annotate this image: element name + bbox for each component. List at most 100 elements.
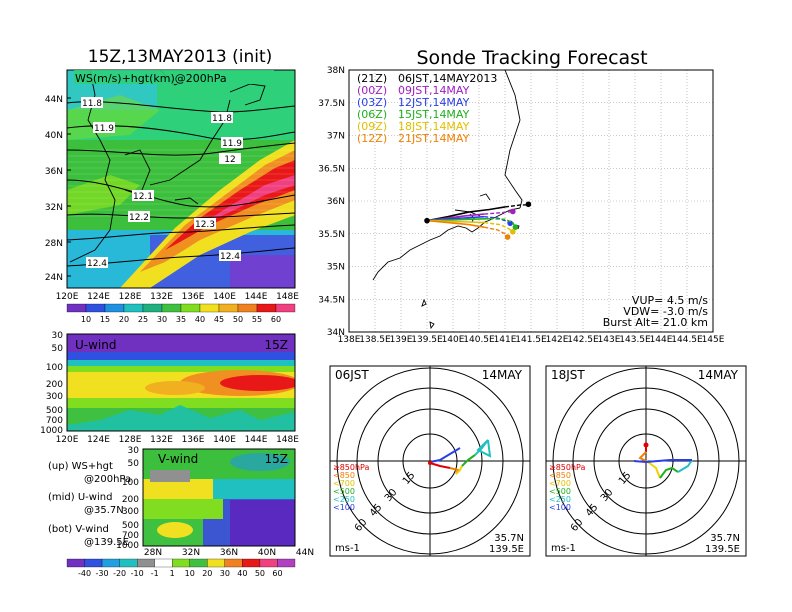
map-title: 15Z,13MAY2013 (init) xyxy=(88,47,273,67)
map-lon-tick: 132E xyxy=(150,292,173,302)
contour-label-text: 12.4 xyxy=(220,252,240,262)
uwind-p-tick: 1000 xyxy=(40,426,63,436)
contour-label-text: 12.3 xyxy=(195,220,215,230)
info-vup: VUP= 4.5 m/s xyxy=(632,294,708,307)
uwind-p-tick: 200 xyxy=(46,380,63,390)
hodograph-left: 06JST 14MAY 15 30 45 60 ≥850hPa <850 <70… xyxy=(329,365,531,557)
hodo-left-level-5: <100 xyxy=(333,503,355,512)
note-3b: @139.5E xyxy=(84,537,129,548)
contour-label: 12.1 xyxy=(132,190,154,202)
track-lat-ticks: 38N 37.5N 37N 36.5N 36N 35.5N 35N 34.5N 34N xyxy=(318,66,345,338)
contour-label-text: 12.4 xyxy=(87,259,107,269)
hodo-left-lon: 139.5E xyxy=(489,544,524,555)
map-lat-tick: 28N xyxy=(45,239,63,249)
track-lon-tick: 142.5E xyxy=(567,335,599,345)
vwind-colorbar-swatch xyxy=(172,558,190,568)
vwind-colorbar-tick: 1 xyxy=(170,569,175,578)
hodo-left-level-0: ≥850hPa xyxy=(333,463,370,472)
legend-jst: 12JST,14MAY xyxy=(398,96,470,109)
ws-colorbar-swatch xyxy=(104,303,125,313)
contour-label: 11.9 xyxy=(221,137,243,149)
uwind-p-tick: 500 xyxy=(46,406,63,416)
track-landing-point xyxy=(507,220,513,227)
map-lat-tick: 36N xyxy=(45,167,63,177)
hodo-right-level-5: <100 xyxy=(549,503,571,512)
contour-label-text: 12 xyxy=(224,155,235,165)
track-lat-tick: 37N xyxy=(327,132,345,142)
hodo-left-level-3: <500 xyxy=(333,487,355,496)
uwind-p-tick: 100 xyxy=(46,363,63,373)
uwind-label: U-wind xyxy=(75,338,116,352)
map-label: WS(m/s)+hgt(km)@200hPa xyxy=(75,72,227,85)
ws-colorbar-tick: 50 xyxy=(233,315,243,324)
legend-jst: 06JST,14MAY2013 xyxy=(398,72,497,85)
vwind-colorbar-tick: 40 xyxy=(237,569,247,578)
ws-colorbar-swatch xyxy=(123,303,144,313)
vwind-p-tick: 30 xyxy=(128,446,140,456)
map-lat-tick: 44N xyxy=(45,95,63,105)
ws-colorbar-tick: 25 xyxy=(138,315,148,324)
track-lat-tick: 35N xyxy=(327,263,345,273)
uwind-lon-tick: 140E xyxy=(213,435,236,445)
ws-colorbar-tick: 35 xyxy=(176,315,186,324)
track-series-ascent xyxy=(426,206,506,222)
vwind-lat-tick: 28N xyxy=(144,548,162,558)
panel-notes: (up) WS+hgt @200hPa (mid) U-wind @35.7N … xyxy=(48,461,131,548)
vwind-colorbar-tick: -1 xyxy=(151,569,159,578)
legend-jst: 09JST,14MAY xyxy=(398,84,470,97)
track-legend: (21Z) 06JST,14MAY2013 (00Z) 09JST,14MAY (03Z… xyxy=(357,72,497,145)
note-1b: @200hPa xyxy=(84,474,131,485)
contour-label: 12.2 xyxy=(128,211,150,223)
ws-colorbar-tick: 20 xyxy=(119,315,129,324)
uwind-lon-tick: 144E xyxy=(245,435,268,445)
hodograph-right-trace xyxy=(633,445,693,479)
track-lon-tick: 141E xyxy=(494,335,517,345)
legend-utc: (00Z) xyxy=(357,84,387,97)
track-lat-tick: 34N xyxy=(327,328,345,338)
hodo-right-level-1: <850 xyxy=(549,471,571,480)
uwind-p-tick: 50 xyxy=(52,344,64,354)
track-lon-tick: 143E xyxy=(598,335,621,345)
hodo-left-unit: ms-1 xyxy=(335,543,360,554)
ws-colorbar-tick: 10 xyxy=(81,315,91,324)
track-lon-tick: 139E xyxy=(390,335,413,345)
hodo-right-lat: 35.7N xyxy=(710,533,740,544)
map-lon-tick: 124E xyxy=(87,292,110,302)
track-landing-point xyxy=(512,224,519,230)
legend-utc: (06Z) xyxy=(357,108,387,121)
vwind-colorbar-tick: 60 xyxy=(272,569,282,578)
uwind-lon-tick: 136E xyxy=(182,435,205,445)
contour-label: 12.3 xyxy=(194,218,216,230)
hodo-right-lon: 139.5E xyxy=(705,544,740,555)
track-lon-tick: 144.5E xyxy=(671,335,703,345)
track-lon-tick: 141.5E xyxy=(515,335,547,345)
vwind-colorbar-tick: 20 xyxy=(202,569,212,578)
vwind-colorbar-tick: -20 xyxy=(113,569,126,578)
vwind-colorbar-swatch xyxy=(207,558,225,568)
ws-colorbar-swatch xyxy=(256,303,277,313)
vwind-colorbar-tick: 50 xyxy=(255,569,265,578)
vwind-lat-tick: 36N xyxy=(220,548,238,558)
uwind-lon-tick: 132E xyxy=(150,435,173,445)
map-lon-tick: 136E xyxy=(182,292,205,302)
track-launch-point xyxy=(424,217,430,224)
legend-utc: (21Z) xyxy=(357,72,387,85)
vwind-colorbar-swatch xyxy=(119,558,138,568)
map-lat-tick: 32N xyxy=(45,203,63,213)
vwind-p-tick: 300 xyxy=(122,507,139,517)
note-2b: @35.7N xyxy=(84,505,124,516)
track-series-descent xyxy=(484,221,514,233)
ws-colorbar-swatch xyxy=(275,303,296,313)
hodo-right-date: 14MAY xyxy=(698,368,739,382)
hodo-left-time: 06JST xyxy=(335,368,369,382)
hodo-left-date: 14MAY xyxy=(482,368,523,382)
uwind-lon-ticks: 120E 124E 128E 132E 136E 140E 144E 148E xyxy=(56,435,300,445)
hodo-left-level-2: <700 xyxy=(333,479,355,488)
map-lon-tick: 120E xyxy=(56,292,79,302)
legend-jst: 15JST,14MAY xyxy=(398,108,470,121)
contour-label: 12.4 xyxy=(219,250,241,262)
hodograph-left-trace xyxy=(429,439,492,475)
vwind-colorbar-swatch xyxy=(137,558,155,568)
